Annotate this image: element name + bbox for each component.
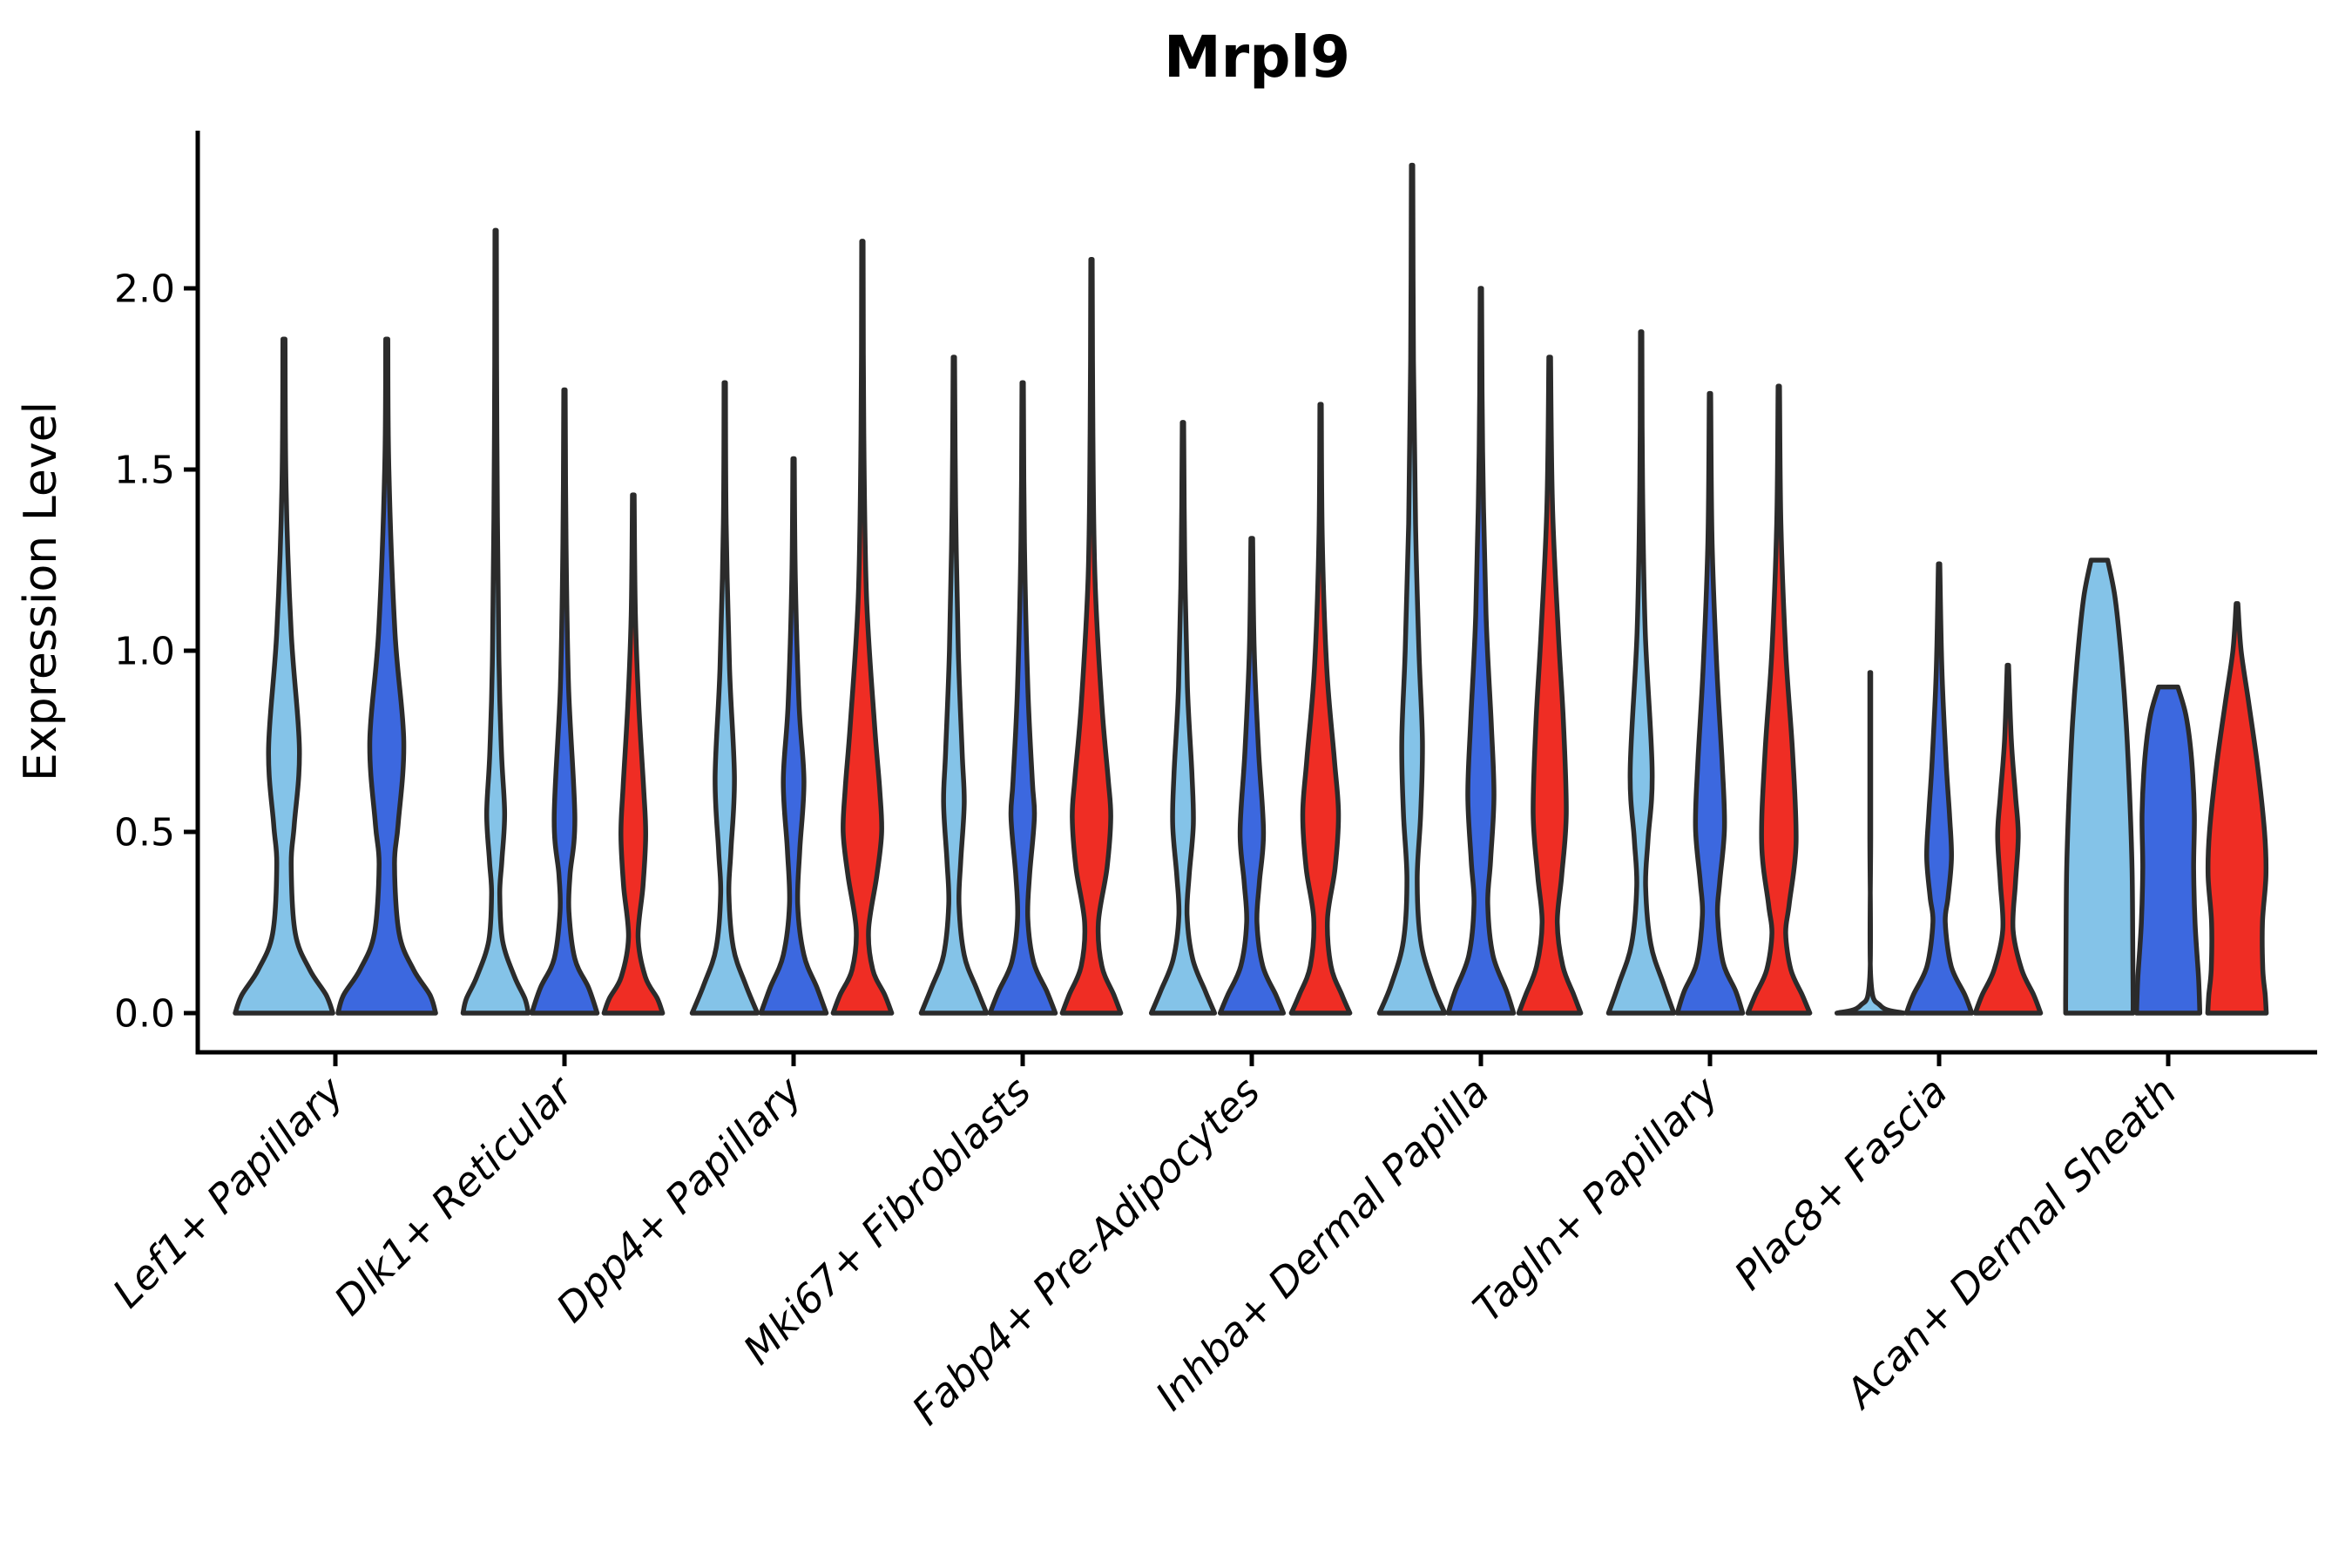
x-tick-label: Lef1+ Papillary [104, 1067, 353, 1316]
violin-dark-blue [2133, 684, 2203, 1016]
violin-light-blue [2063, 558, 2136, 1016]
y-tick-label: 0.0 [114, 991, 175, 1036]
violin-red [601, 492, 666, 1016]
violin-light-blue [460, 227, 531, 1016]
violin-dark-blue [1674, 390, 1746, 1016]
violins-layer [233, 162, 2269, 1016]
violin-red [2205, 601, 2269, 1016]
violin-red [1059, 256, 1124, 1016]
violin-red [1288, 402, 1353, 1016]
violin-dark-blue [1445, 286, 1517, 1016]
y-tick-labels: 0.0 0.5 1.0 1.5 2.0 [114, 267, 175, 1036]
violin-dark-blue [987, 380, 1058, 1016]
y-tick-label: 2.0 [114, 267, 175, 311]
violin-red [1972, 662, 2044, 1016]
violin-light-blue [1834, 670, 1907, 1016]
violin-red [1745, 383, 1813, 1016]
y-tick-label: 1.0 [114, 629, 175, 673]
x-tick-label: Tagln+ Papillary [1463, 1067, 1727, 1331]
x-tick-label: Dpp4+ Papillary [547, 1067, 811, 1331]
violin-light-blue [233, 336, 335, 1016]
y-tick-label: 1.5 [114, 448, 175, 492]
violin-light-blue [918, 355, 990, 1016]
violin-dark-blue [1903, 561, 1975, 1016]
violin-light-blue [1605, 329, 1677, 1016]
y-axis-label: Expression Level [15, 402, 67, 781]
violin-dark-blue [529, 387, 600, 1016]
violin-red [830, 239, 895, 1016]
violin-light-blue [1148, 420, 1218, 1016]
y-tick-label: 0.5 [114, 810, 175, 855]
violin-dark-blue [1217, 536, 1287, 1016]
x-tick-label: Dlk1+ Reticular [325, 1065, 584, 1324]
violin-light-blue [1376, 162, 1448, 1016]
axes-layer [184, 131, 2317, 1066]
violin-dark-blue [758, 456, 829, 1016]
violin-dark-blue [335, 336, 438, 1016]
violin-light-blue [689, 380, 760, 1016]
violin-red [1516, 355, 1584, 1016]
chart-title: Mrpl9 [1164, 24, 1350, 91]
x-tick-label: Plac8+ Fascia [1725, 1068, 1956, 1299]
